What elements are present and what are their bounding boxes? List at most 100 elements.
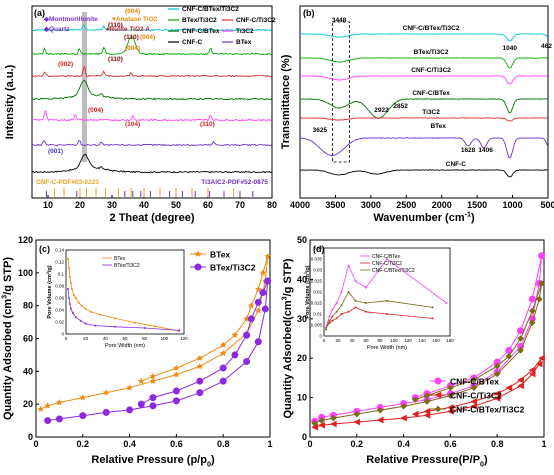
inset-data-point <box>354 299 357 302</box>
inset-x-tick-label: 180 <box>446 338 454 343</box>
inset-frame <box>65 249 185 335</box>
inset-y-tick-label: 0.035 <box>311 257 323 262</box>
inset-data-point <box>68 303 71 305</box>
data-point <box>446 404 454 411</box>
x-tick-label: 0.6 <box>170 439 183 449</box>
peak-annotation: 3448 <box>332 17 347 24</box>
y-axis-label: Intensity (a.u.) <box>4 64 16 139</box>
x-tick-label: 4000 <box>290 200 310 210</box>
series-label: BTex/Ti3C2 <box>414 49 449 56</box>
inset-data-point <box>445 302 448 304</box>
data-point <box>528 295 536 303</box>
inset-data-point <box>335 302 338 304</box>
data-point <box>330 414 337 422</box>
data-point <box>231 331 239 339</box>
inset-data-point <box>347 264 350 267</box>
inset-x-tick-label: 20 <box>335 338 341 343</box>
data-point <box>149 402 157 410</box>
peak-annotation: 2922 <box>374 107 389 114</box>
data-point <box>172 370 180 378</box>
data-point <box>126 406 134 414</box>
data-point <box>102 408 110 416</box>
inset-data-point <box>114 317 117 320</box>
inset-data-point <box>331 308 334 311</box>
inset-data-point <box>84 307 87 310</box>
inset-legend-label: CNF-C/BTex <box>372 254 401 260</box>
x-tick-label: 1 <box>267 439 272 449</box>
inset-x-axis-label: Pore Width (nm) <box>367 345 407 351</box>
inset-legend-label: BTex/Ti3C2 <box>114 263 140 269</box>
inset-data-point <box>365 302 367 304</box>
data-point <box>353 410 361 418</box>
data-point <box>259 269 267 276</box>
data-point <box>528 319 536 327</box>
inset-y-tick-label: 0 <box>319 334 322 339</box>
inset-x-tick-label: 0 <box>323 338 326 343</box>
data-point <box>528 307 536 315</box>
legend-label: CNF-C/BTex <box>450 377 499 387</box>
inset-x-tick-label: 60 <box>363 338 369 343</box>
y-tick-label: 40 <box>23 366 33 376</box>
x-tick-label: 2000 <box>432 200 452 210</box>
y-tick-label: 0 <box>28 432 33 442</box>
data-point <box>102 389 110 396</box>
y-tick-label: 80 <box>23 301 33 311</box>
ftir-series-line <box>299 117 548 122</box>
x-tick-label: 0.6 <box>444 439 457 449</box>
ftir-series-line <box>299 75 548 85</box>
x-tick-label: 60 <box>203 200 213 210</box>
data-point <box>311 419 319 427</box>
data-point <box>411 410 419 418</box>
inset-data-point <box>67 267 70 269</box>
data-point <box>44 417 52 425</box>
marker-legend-item: ◆Quartz <box>43 26 70 33</box>
data-point <box>259 289 267 297</box>
data-point <box>196 389 204 397</box>
panel-label: (c) <box>39 244 50 254</box>
data-point <box>470 402 478 410</box>
legend-label: BTex <box>236 39 252 46</box>
inset-x-tick-label: 60 <box>122 336 128 341</box>
inset-data-point <box>133 321 136 324</box>
series-label: CNF-C <box>446 161 467 168</box>
peak-annotation: (110) <box>108 22 123 29</box>
inset-data-point <box>79 319 82 322</box>
inset-y-tick-label: 0.14 <box>55 248 64 253</box>
marker-legend-item: ◆Montmorillonite <box>43 16 98 23</box>
inset-x-tick-label: 160 <box>432 338 440 343</box>
y-axis-label: Transmittance (%) <box>280 54 292 149</box>
inset-y-tick-label: 0.03 <box>313 268 322 273</box>
inset-series-line <box>67 258 180 332</box>
x-tick-label: 0 <box>33 439 38 449</box>
inset-x-tick-label: 80 <box>142 336 148 341</box>
data-point <box>470 376 478 384</box>
ftir-series-line <box>299 33 548 42</box>
data-point <box>172 397 180 405</box>
inset-y-tick-label: 0.04 <box>313 246 322 251</box>
data-point <box>329 420 337 428</box>
data-point <box>535 295 543 303</box>
inset-y-tick-label: 0.04 <box>55 308 64 313</box>
data-point <box>254 338 262 346</box>
inset-legend-label: CNF-C/Ti3C2 <box>372 261 402 267</box>
data-point <box>318 417 326 424</box>
inset-x-tick-label: 40 <box>103 336 109 341</box>
legend-marker <box>194 250 202 257</box>
x-tick-label: 3000 <box>361 200 381 210</box>
data-point <box>423 407 431 415</box>
plot-frame <box>299 5 549 199</box>
data-point <box>219 349 227 357</box>
inset-data-point <box>70 288 73 290</box>
ftir-series-line <box>299 169 548 178</box>
inset-data-point <box>114 325 117 328</box>
data-point <box>517 376 524 384</box>
data-point <box>243 357 251 365</box>
plot-frame <box>31 5 273 199</box>
data-point <box>44 402 52 409</box>
x-tick-label: 1500 <box>467 200 487 210</box>
inset-data-point <box>74 297 77 299</box>
data-point <box>261 305 269 313</box>
legend-marker <box>434 405 442 413</box>
inset-data-point <box>74 316 77 319</box>
xrd-series-line <box>32 153 272 174</box>
